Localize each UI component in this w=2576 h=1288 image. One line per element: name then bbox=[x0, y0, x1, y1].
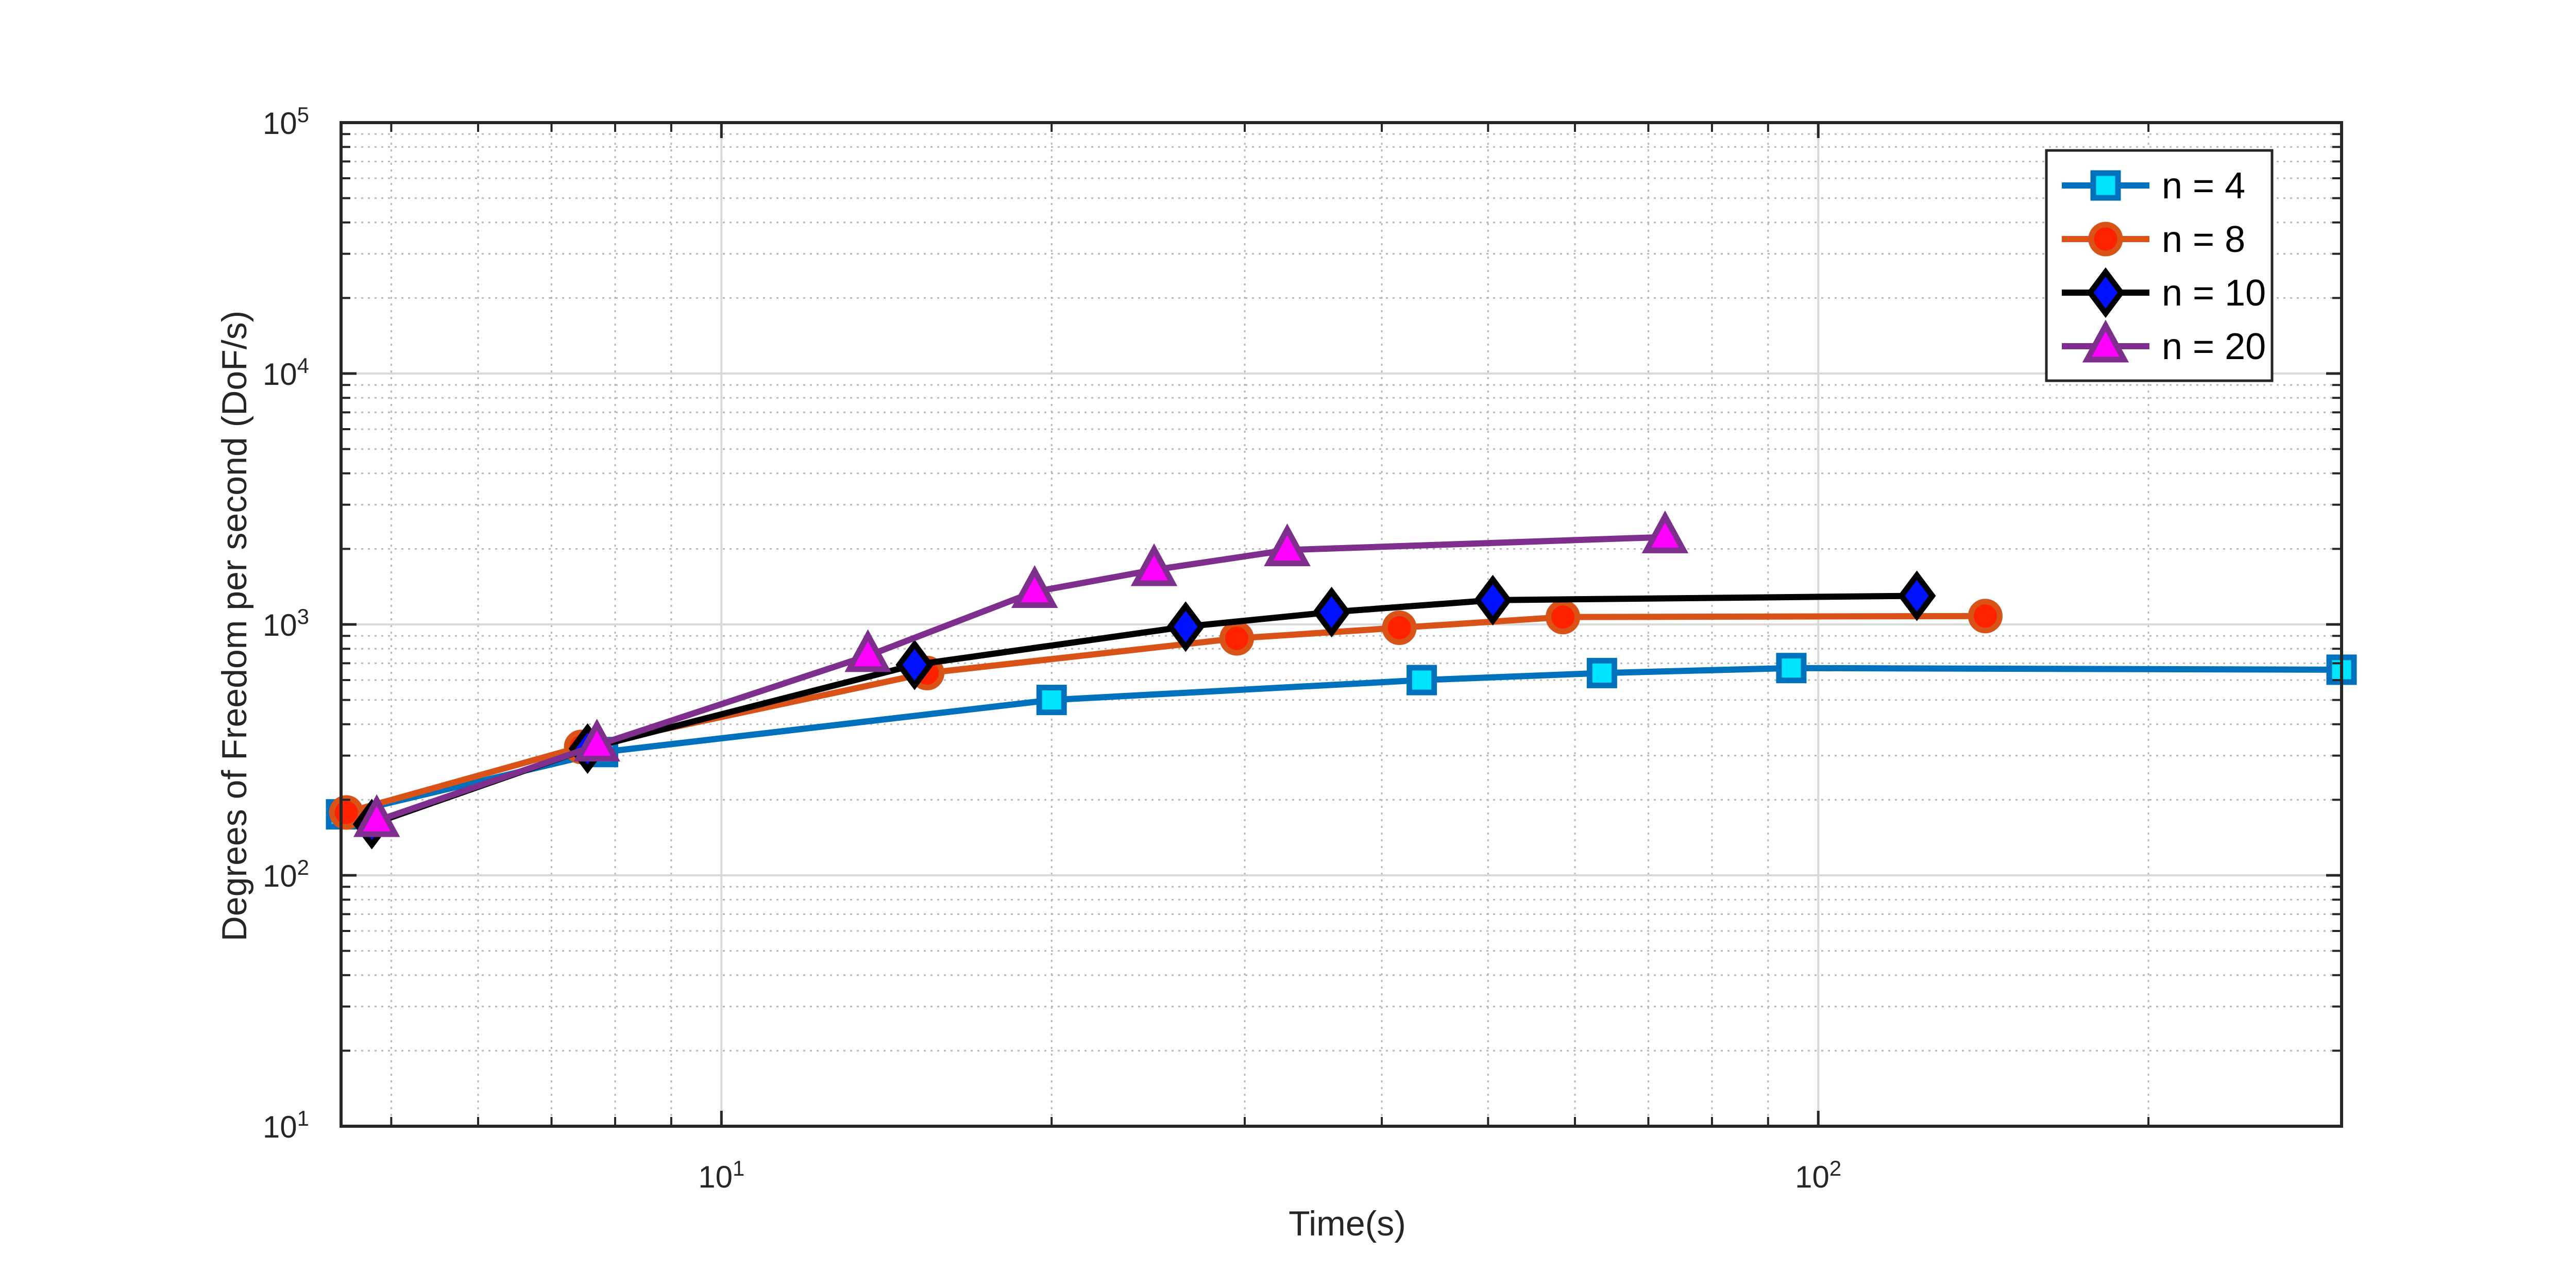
x-tick-label: 101 bbox=[698, 1156, 744, 1195]
legend-entry: n = 10 bbox=[2062, 267, 2266, 318]
data-point bbox=[1011, 565, 1058, 608]
data-point bbox=[1473, 574, 1512, 625]
legend-entry: n = 8 bbox=[2062, 219, 2245, 260]
y-tick-label: 101 bbox=[263, 1106, 309, 1145]
data-point bbox=[573, 718, 620, 761]
data-point bbox=[1546, 600, 1581, 635]
data-point bbox=[844, 629, 891, 672]
data-point bbox=[353, 794, 400, 837]
y-tick-label: 104 bbox=[263, 353, 309, 392]
legend-entry: n = 4 bbox=[2062, 165, 2245, 207]
x-tick-label: 102 bbox=[1795, 1156, 1841, 1195]
legend-label: n = 4 bbox=[2162, 165, 2245, 207]
legend-label: n = 10 bbox=[2162, 273, 2266, 314]
data-point bbox=[1166, 601, 1205, 652]
data-point bbox=[1130, 543, 1178, 586]
series-layer bbox=[326, 510, 2357, 850]
data-point bbox=[1036, 685, 1067, 716]
axes-frame bbox=[340, 121, 2343, 1128]
y-axis-label: Degrees of Freedom per second (DoF/s) bbox=[215, 311, 254, 942]
data-point bbox=[1406, 665, 1437, 696]
legend-marker bbox=[2088, 222, 2123, 257]
data-point bbox=[329, 795, 364, 830]
data-point bbox=[1897, 570, 1936, 621]
legend-box bbox=[2045, 149, 2274, 382]
tick-marks bbox=[341, 123, 2342, 1126]
data-point bbox=[1219, 621, 1255, 656]
data-point bbox=[1382, 610, 1417, 645]
data-point bbox=[1312, 586, 1351, 638]
legend-marker bbox=[2082, 319, 2129, 363]
legend: n = 4 n = 8 n = 10 n = 20 bbox=[2045, 149, 2274, 382]
y-tick-label: 103 bbox=[263, 604, 309, 643]
data-point bbox=[1586, 657, 1617, 688]
legend-entry: n = 20 bbox=[2062, 319, 2266, 367]
x-axis-label: Time(s) bbox=[1289, 1204, 1406, 1243]
data-point bbox=[1776, 653, 1807, 684]
y-tick-label: 102 bbox=[263, 855, 309, 894]
data-point bbox=[895, 639, 934, 690]
legend-marker bbox=[2090, 170, 2121, 201]
y-tick-label: 105 bbox=[263, 103, 309, 141]
series-4 bbox=[353, 510, 1689, 837]
data-point bbox=[1641, 510, 1689, 553]
legend-marker bbox=[2087, 267, 2125, 318]
legend-label: n = 8 bbox=[2162, 219, 2245, 260]
tick-labels: 101 102 101 102 103 104 105 bbox=[263, 103, 1841, 1195]
data-point bbox=[1968, 599, 2003, 634]
data-point bbox=[1264, 523, 1311, 567]
legend-label: n = 20 bbox=[2162, 326, 2266, 367]
